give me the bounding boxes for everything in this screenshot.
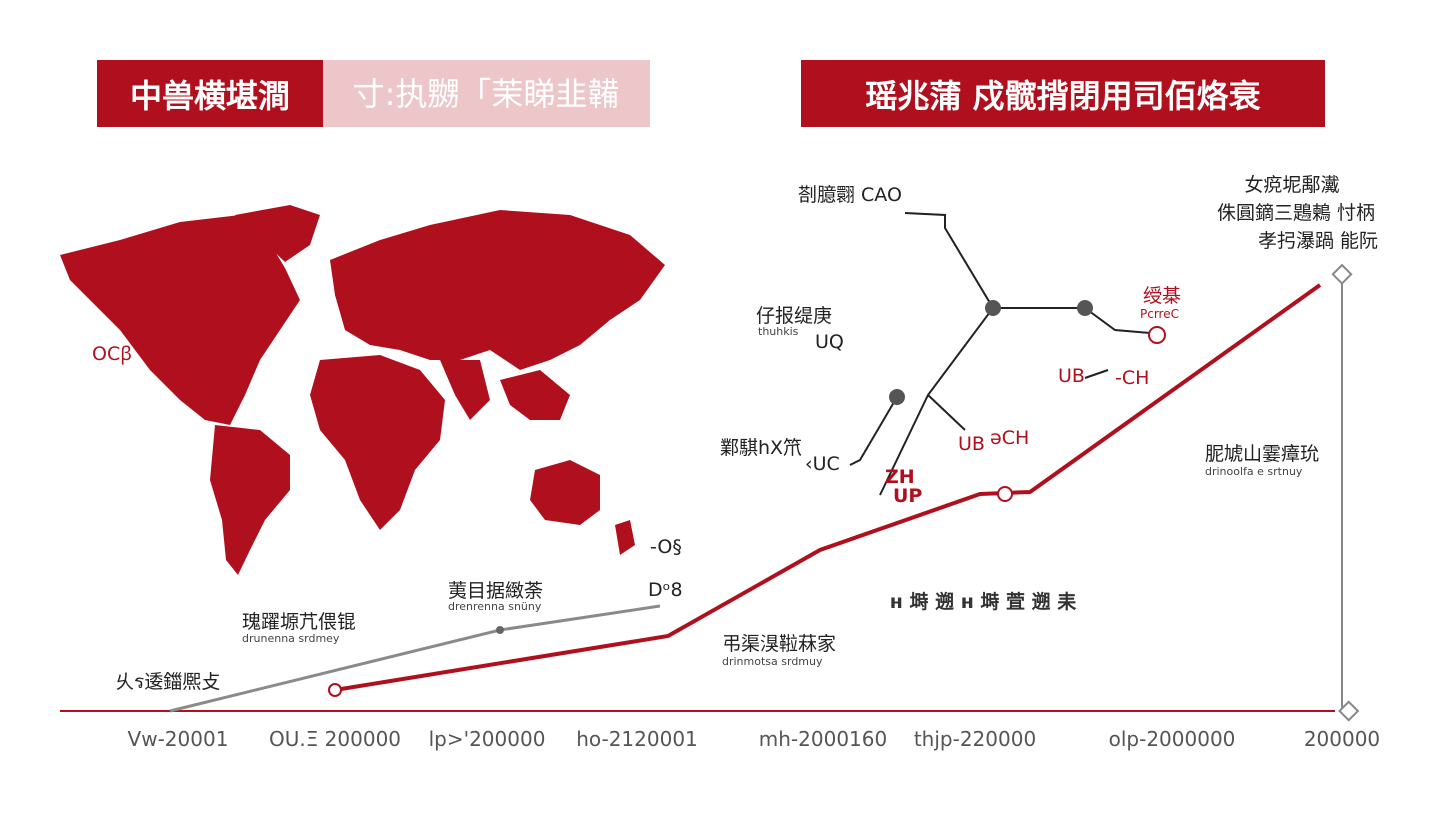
header-subtitle: 寸:执嬲「茉睇韭韛 [353,75,620,113]
annotation: 孝㧈瀑踻 能阮 [1258,230,1378,252]
node-code: -CH [1115,367,1149,389]
node-code: PcrreC [1140,307,1179,321]
header-title: 中兽横堪澗 [130,77,290,115]
node-label: 仔报缇庚 [756,305,832,327]
tree-node [1148,326,1166,344]
node-label: UB [958,433,985,455]
x-label: Vw-20001 [128,727,229,751]
line-point [997,486,1013,502]
x-label: lp>'200000 [429,727,546,751]
x-label: olp-2000000 [1109,727,1236,751]
x-label: OU.Ξ 200000 [269,727,401,751]
annotation: 瑰躍塬芁偎锟 [242,611,356,633]
node-label: 剳臆翾 CAO [798,184,902,206]
header-box-light [323,60,650,127]
x-label: thjp-220000 [914,727,1036,751]
node-code: UQ [815,331,844,353]
x-label: mh-2000160 [759,727,887,751]
annotation: 女痥坭鄅瀻 [1244,174,1339,196]
annotation: 荑目据緻荼 [448,580,543,602]
annotation: 胒虓山霎瘴玧 [1205,443,1319,465]
tree-node [1077,300,1093,316]
node-code: ǝCH [990,427,1029,449]
red-line [334,283,1322,692]
node-label: UB [1058,365,1085,387]
annotation-sub: drunenna srdmey [242,632,340,645]
annotation: 乆ร逶鍿熈攴 [115,671,220,693]
world-map [60,205,665,575]
tree-node [889,389,905,405]
tree-edges [849,212,1151,496]
node-label: ZH [885,466,915,488]
node-code: UP [893,485,922,507]
x-label: ho-2120001 [576,727,698,751]
annotation: ʜ 塒 遡 ʜ 塒 萓 遡 耒 [890,590,1077,613]
header-title: 瑶兆蒲 戍髋揹閉用司佰烙衰 [865,77,1260,115]
tree-node [985,300,1001,316]
x-label: 200000 [1304,727,1380,751]
marker [1338,700,1360,722]
annotation: 侏圓鏑三鶗鶫 忖柄 [1217,202,1375,224]
annotation: Dᵒ8 [648,579,683,601]
map-label: OCꞵ [92,343,132,365]
annotation-sub: drinoolfa e srtnuy [1205,465,1303,478]
map-note: -O§ [650,536,682,558]
header-box [97,60,323,127]
node-code: ‹UC [805,453,840,475]
marker [1331,263,1353,285]
header-box [801,60,1325,127]
annotation-sub: drenrenna snüny [448,600,542,613]
node-label: 鄴騏hX笊 [720,437,802,459]
node-label: 绶棊 [1143,285,1181,307]
line-point [496,626,504,634]
annotation: 弔渠湨鞡菻家 [722,633,836,655]
annotation-sub: drinmotsa srdmuy [722,655,823,668]
node-sub: thuhkis [758,325,799,338]
x-labels: Vw-20001 OU.Ξ 200000 lp>'200000 ho-21200… [128,727,1381,751]
line-point [328,683,342,697]
